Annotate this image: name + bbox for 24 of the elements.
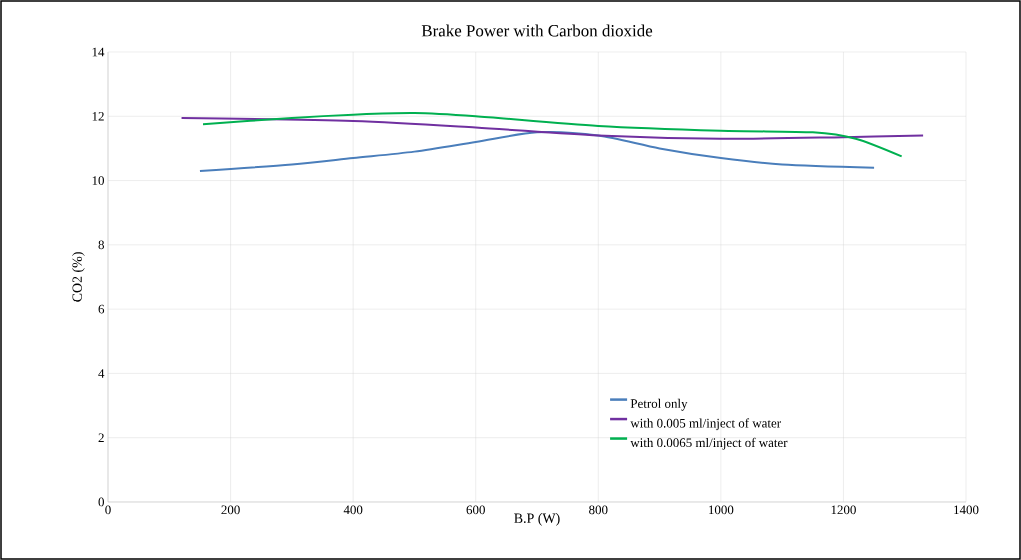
x-axis-title: B.P (W) [514,513,560,526]
y-tick-label: 4 [98,369,105,378]
x-tick-label: 1400 [954,505,979,515]
y-tick-label: 6 [98,304,105,314]
y-tick-label: 8 [98,240,104,250]
x-tick-label: 200 [221,505,240,515]
x-tick-label: 1200 [831,505,856,515]
line-series [180,116,925,140]
line-series [198,131,876,172]
legend-label: with 0.0065 ml/inject of water [630,437,788,450]
y-tick-label: 2 [98,433,104,442]
x-tick-label: 400 [343,505,363,515]
legend-label: with 0.005 ml/inject of water [630,418,781,431]
chart-title: Brake Power with Carbon dioxide [421,24,653,37]
y-tick-label: 0 [98,497,104,507]
line-series [202,112,903,158]
y-axis-title: CO2 (%) [72,252,85,302]
y-tick-label: 10 [92,176,104,185]
x-tick-label: 800 [589,505,608,515]
y-tick-label: 14 [92,47,105,57]
legend-label: Petrol only [630,398,688,411]
x-tick-label: 1000 [709,505,734,515]
y-tick-label: 12 [92,111,104,121]
x-tick-label: 600 [466,505,485,515]
